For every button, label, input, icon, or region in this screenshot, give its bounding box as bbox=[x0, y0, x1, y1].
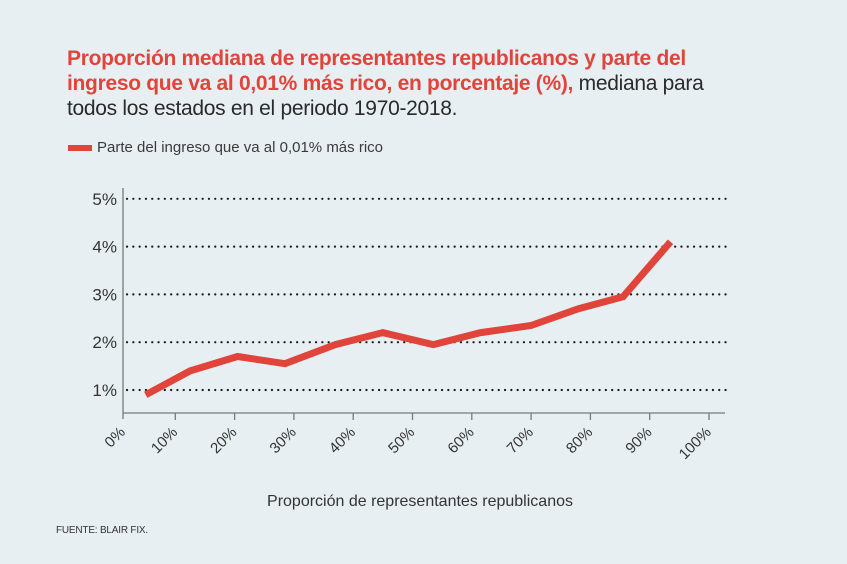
x-tick-label: 80% bbox=[563, 424, 596, 457]
x-tick-label: 30% bbox=[266, 424, 299, 457]
legend-swatch bbox=[68, 144, 92, 151]
chart-title-highlight: Proporción mediana de representantes rep… bbox=[67, 47, 686, 95]
x-tick-label: 90% bbox=[622, 424, 655, 457]
x-tick-label: 40% bbox=[326, 424, 359, 457]
chart-title: Proporción mediana de representantes rep… bbox=[67, 46, 747, 121]
y-tick-label: 5% bbox=[92, 190, 117, 209]
y-tick-label: 3% bbox=[92, 285, 117, 304]
legend: Parte del ingreso que va al 0,01% más ri… bbox=[68, 139, 383, 156]
x-tick-label: 60% bbox=[444, 424, 477, 457]
y-tick-label: 1% bbox=[92, 381, 117, 400]
x-tick-label: 20% bbox=[207, 424, 240, 457]
x-tick-label: 0% bbox=[101, 424, 128, 451]
x-tick-label: 100% bbox=[676, 424, 715, 463]
y-tick-label: 4% bbox=[92, 238, 117, 257]
legend-label: Parte del ingreso que va al 0,01% más ri… bbox=[97, 139, 383, 156]
y-tick-label: 2% bbox=[92, 333, 117, 352]
x-tick-label: 50% bbox=[385, 424, 418, 457]
series-line bbox=[144, 239, 674, 398]
source-note: FUENTE: BLAIR FIX. bbox=[56, 525, 148, 536]
chart-title-rest: mediana para todos los estados en el per… bbox=[67, 72, 704, 120]
x-axis-title: Proporción de representantes republicano… bbox=[267, 493, 573, 510]
x-tick-label: 70% bbox=[504, 424, 537, 457]
x-tick-label: 10% bbox=[148, 424, 181, 457]
